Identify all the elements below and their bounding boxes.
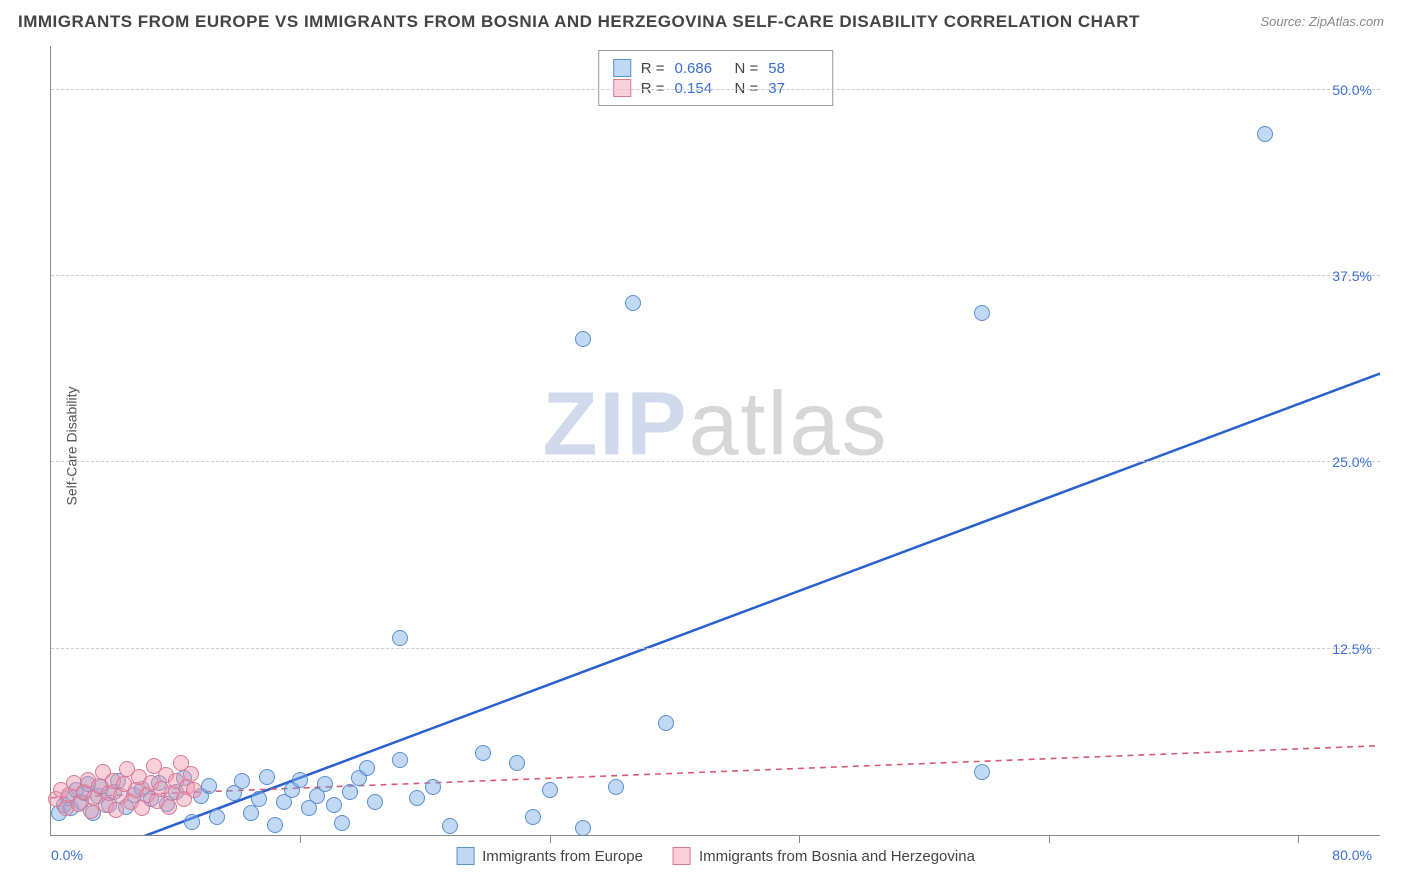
data-point bbox=[509, 755, 525, 771]
data-point bbox=[251, 791, 267, 807]
y-tick-label: 12.5% bbox=[1332, 641, 1372, 657]
legend-label: Immigrants from Bosnia and Herzegovina bbox=[699, 848, 975, 865]
data-point bbox=[575, 820, 591, 836]
data-point bbox=[475, 745, 491, 761]
data-point bbox=[392, 630, 408, 646]
gridline bbox=[51, 89, 1380, 90]
legend-label: Immigrants from Europe bbox=[482, 848, 643, 865]
data-point bbox=[234, 773, 250, 789]
data-point bbox=[317, 776, 333, 792]
y-tick-label: 25.0% bbox=[1332, 454, 1372, 470]
data-point bbox=[1257, 126, 1273, 142]
data-point bbox=[392, 752, 408, 768]
data-point bbox=[425, 779, 441, 795]
data-point bbox=[186, 782, 202, 798]
legend-series: Immigrants from Europe Immigrants from B… bbox=[456, 847, 975, 865]
swatch-icon bbox=[613, 59, 631, 77]
source-label: Source: ZipAtlas.com bbox=[1260, 14, 1384, 29]
data-point bbox=[267, 817, 283, 833]
data-point bbox=[201, 778, 217, 794]
data-point bbox=[209, 809, 225, 825]
data-point bbox=[525, 809, 541, 825]
n-value: 58 bbox=[768, 60, 818, 77]
data-point bbox=[161, 799, 177, 815]
r-label: R = bbox=[641, 60, 665, 77]
legend-stats-row: R = 0.686 N = 58 bbox=[613, 59, 819, 77]
y-tick-label: 50.0% bbox=[1332, 82, 1372, 98]
r-value: 0.686 bbox=[675, 60, 725, 77]
data-point bbox=[359, 760, 375, 776]
x-axis-max-label: 80.0% bbox=[1332, 847, 1372, 863]
scatter-plot: ZIPatlas R = 0.686 N = 58 R = 0.154 N = … bbox=[50, 46, 1380, 836]
x-tick bbox=[799, 835, 800, 843]
x-tick bbox=[550, 835, 551, 843]
watermark-zip: ZIP bbox=[542, 374, 688, 474]
data-point bbox=[575, 331, 591, 347]
data-point bbox=[259, 769, 275, 785]
trend-lines bbox=[51, 46, 1380, 835]
x-tick bbox=[1298, 835, 1299, 843]
legend-item: Immigrants from Europe bbox=[456, 847, 643, 865]
data-point bbox=[292, 772, 308, 788]
data-point bbox=[184, 814, 200, 830]
trend-line bbox=[51, 746, 1380, 798]
data-point bbox=[83, 803, 99, 819]
legend-item: Immigrants from Bosnia and Herzegovina bbox=[673, 847, 975, 865]
x-tick bbox=[300, 835, 301, 843]
data-point bbox=[608, 779, 624, 795]
data-point bbox=[367, 794, 383, 810]
data-point bbox=[334, 815, 350, 831]
trend-line bbox=[68, 374, 1380, 835]
swatch-icon bbox=[673, 847, 691, 865]
data-point bbox=[326, 797, 342, 813]
legend-stats: R = 0.686 N = 58 R = 0.154 N = 37 bbox=[598, 50, 834, 106]
y-tick-label: 37.5% bbox=[1332, 268, 1372, 284]
data-point bbox=[409, 790, 425, 806]
gridline bbox=[51, 275, 1380, 276]
data-point bbox=[625, 295, 641, 311]
data-point bbox=[442, 818, 458, 834]
chart-title: IMMIGRANTS FROM EUROPE VS IMMIGRANTS FRO… bbox=[18, 12, 1140, 32]
data-point bbox=[183, 766, 199, 782]
swatch-icon bbox=[456, 847, 474, 865]
gridline bbox=[51, 648, 1380, 649]
watermark-atlas: atlas bbox=[688, 374, 888, 474]
x-tick bbox=[1049, 835, 1050, 843]
data-point bbox=[542, 782, 558, 798]
data-point bbox=[658, 715, 674, 731]
data-point bbox=[974, 305, 990, 321]
x-axis-min-label: 0.0% bbox=[51, 847, 83, 863]
gridline bbox=[51, 461, 1380, 462]
n-label: N = bbox=[735, 60, 759, 77]
data-point bbox=[974, 764, 990, 780]
